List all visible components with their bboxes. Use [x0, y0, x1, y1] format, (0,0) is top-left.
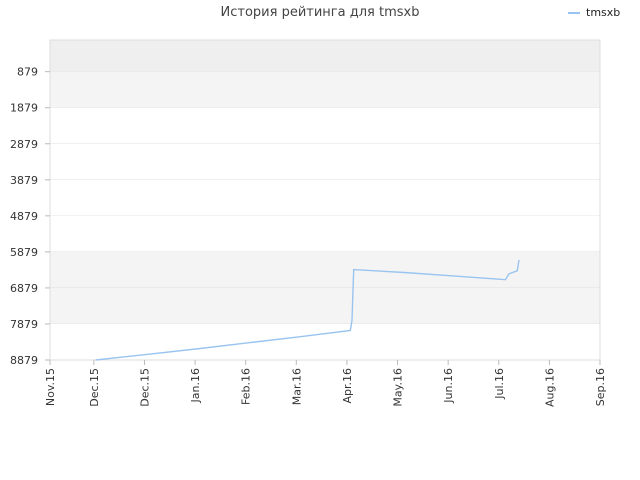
x-tick-label: Nov.15 [44, 368, 57, 406]
plot-band [50, 40, 600, 72]
y-tick-label: 7879 [10, 318, 38, 331]
y-tick-label: 2879 [10, 138, 38, 151]
y-tick-label: 1879 [10, 102, 38, 115]
plot-band [50, 215, 600, 252]
plot-band [50, 107, 600, 144]
x-tick-label: Dec.15 [138, 368, 151, 407]
x-tick-label: May.16 [392, 368, 405, 407]
x-tick-label: Aug.16 [543, 368, 556, 407]
x-tick-label: Jan.16 [189, 368, 202, 403]
y-tick-label: 4879 [10, 210, 38, 223]
legend-swatch [568, 11, 580, 14]
plot-band [50, 143, 600, 180]
x-tick-label: Feb.16 [240, 368, 253, 405]
x-tick-label: Jun.16 [442, 368, 455, 404]
y-tick-label: 6879 [10, 282, 38, 295]
plot-band [50, 323, 600, 360]
x-tick-label: Sep.16 [594, 368, 607, 406]
x-tick-label: Apr.16 [341, 368, 354, 404]
y-tick-label: 5879 [10, 246, 38, 259]
plot-band [50, 287, 600, 324]
legend-label: tmsxb [586, 6, 621, 19]
plot-band [50, 71, 600, 108]
y-tick-label: 879 [17, 66, 38, 79]
plot-band [50, 179, 600, 216]
series-lines [95, 259, 520, 361]
y-tick-label: 3879 [10, 174, 38, 187]
x-tick-label: Mar.16 [290, 368, 303, 405]
plot-bands [50, 40, 600, 361]
y-axis: 879 1879 2879 3879 4879 5879 6879 7879 8879 [10, 66, 50, 367]
x-tick-label: Jul.16 [493, 368, 506, 400]
legend: tmsxb [568, 6, 620, 19]
series-line [95, 259, 520, 361]
y-tick-label: 8879 [10, 354, 38, 367]
plot-frame [49, 39, 601, 361]
x-axis: Nov.15 Dec.15 Dec.15 Jan.16 Feb.16 Mar.16 Apr.… [44, 360, 607, 407]
x-tick-label: Dec.15 [88, 368, 101, 407]
chart-title: История рейтинга для tmsxb [220, 5, 420, 20]
plot-band [50, 251, 600, 288]
